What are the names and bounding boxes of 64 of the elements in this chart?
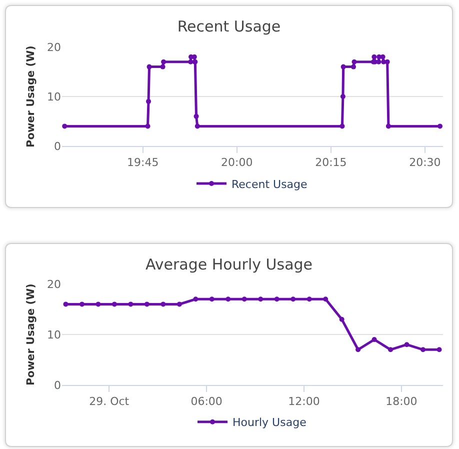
point	[340, 64, 346, 70]
point	[209, 296, 214, 302]
y-tick-label: 20	[47, 278, 61, 291]
point	[194, 124, 200, 129]
point	[63, 302, 68, 307]
chart-title: Average Hourly Usage	[145, 255, 313, 274]
point	[96, 302, 101, 307]
point	[340, 124, 345, 129]
point	[376, 59, 382, 64]
y-tick-label: 0	[54, 378, 61, 392]
point	[188, 59, 194, 64]
y-tick-label: 10	[47, 90, 61, 104]
point	[404, 342, 410, 348]
point	[352, 59, 357, 64]
x-tick-label: 20:15	[315, 156, 347, 170]
point	[193, 296, 198, 302]
point	[437, 124, 442, 129]
point	[384, 59, 390, 64]
point	[380, 54, 386, 60]
point	[323, 296, 328, 302]
y-tick-label: 0	[54, 140, 61, 153]
point	[160, 302, 166, 307]
point	[436, 347, 442, 352]
point	[388, 347, 394, 352]
point	[274, 296, 280, 302]
x-tick-label: 20:00	[221, 156, 253, 170]
point	[128, 302, 134, 307]
point	[258, 296, 264, 302]
point	[420, 347, 426, 352]
point	[242, 296, 247, 302]
point	[340, 94, 346, 99]
legend-label: Hourly Usage	[232, 416, 307, 430]
point	[386, 124, 391, 129]
point	[356, 347, 361, 352]
chart-title: Recent Usage	[177, 17, 281, 36]
point	[145, 124, 150, 129]
point	[62, 124, 68, 129]
point	[290, 296, 296, 302]
y-tick-label: 10	[47, 328, 61, 342]
point	[372, 54, 377, 60]
point	[79, 302, 84, 307]
y-axis-title: Power Usage (W)	[24, 284, 37, 386]
x-tick-label: 18:00	[386, 395, 418, 408]
point	[306, 296, 312, 302]
point	[372, 337, 377, 342]
x-tick-label: 19:45	[127, 156, 159, 170]
x-tick-label: 20:30	[409, 156, 441, 170]
point	[146, 98, 152, 104]
y-axis-title: Power Usage (W)	[24, 46, 37, 148]
y-tick-label: 20	[47, 40, 61, 54]
point	[176, 302, 182, 307]
point	[194, 114, 199, 119]
point	[350, 64, 356, 70]
x-tick-label: 06:00	[190, 395, 222, 408]
legend-label: Recent Usage	[232, 178, 308, 191]
x-tick-label: 12:00	[288, 395, 320, 408]
point	[112, 302, 117, 307]
point	[226, 296, 231, 302]
point	[146, 64, 152, 70]
point	[160, 64, 166, 70]
point	[161, 59, 166, 64]
point	[339, 316, 344, 322]
x-tick-label: 29. Oct	[89, 395, 130, 408]
point	[144, 302, 150, 307]
